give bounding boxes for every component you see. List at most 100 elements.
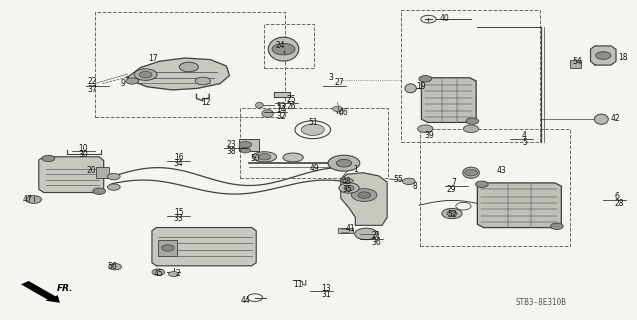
Text: FR.: FR.	[57, 284, 73, 292]
Text: 34: 34	[174, 159, 183, 168]
Bar	[96, 167, 109, 178]
Text: 32: 32	[276, 112, 285, 121]
Text: 15: 15	[174, 208, 183, 217]
Circle shape	[466, 118, 478, 124]
Text: 21: 21	[371, 231, 381, 240]
Text: 26: 26	[287, 102, 296, 111]
Text: 4: 4	[522, 131, 527, 140]
Text: 54: 54	[573, 57, 582, 66]
Text: 51: 51	[308, 118, 318, 127]
Circle shape	[93, 188, 106, 195]
Bar	[401, 10, 540, 141]
Text: 14: 14	[276, 105, 285, 114]
Polygon shape	[341, 173, 387, 225]
Text: 12: 12	[201, 98, 210, 107]
Circle shape	[195, 77, 210, 85]
Text: 46: 46	[339, 108, 348, 117]
Circle shape	[344, 186, 354, 191]
Circle shape	[240, 148, 250, 153]
Ellipse shape	[405, 84, 417, 93]
Text: 30: 30	[78, 150, 88, 159]
Polygon shape	[590, 46, 616, 65]
Circle shape	[301, 124, 324, 135]
Circle shape	[126, 78, 139, 84]
Circle shape	[475, 181, 488, 188]
Circle shape	[239, 141, 252, 148]
Ellipse shape	[255, 102, 263, 108]
Text: 19: 19	[417, 82, 426, 91]
Circle shape	[447, 211, 457, 216]
Ellipse shape	[252, 152, 276, 162]
Text: 37: 37	[87, 85, 97, 94]
Text: 8: 8	[413, 182, 417, 191]
Circle shape	[328, 155, 360, 171]
Text: 50: 50	[250, 154, 260, 163]
Circle shape	[162, 245, 174, 251]
Text: 35: 35	[343, 185, 352, 194]
Circle shape	[26, 196, 41, 203]
Ellipse shape	[463, 167, 479, 178]
Text: STB3-8E310B: STB3-8E310B	[515, 298, 566, 307]
Circle shape	[140, 71, 152, 78]
Circle shape	[336, 159, 352, 167]
Circle shape	[442, 208, 462, 219]
Text: 16: 16	[174, 153, 183, 162]
Circle shape	[109, 264, 122, 270]
Text: 31: 31	[322, 290, 331, 299]
Circle shape	[42, 155, 55, 162]
Polygon shape	[39, 157, 104, 193]
Text: 6: 6	[614, 192, 619, 201]
Text: 18: 18	[619, 53, 628, 62]
Circle shape	[418, 125, 433, 132]
Circle shape	[355, 228, 378, 240]
Text: 41: 41	[346, 224, 355, 233]
Text: 10: 10	[78, 144, 88, 153]
Circle shape	[169, 271, 178, 276]
Circle shape	[550, 223, 563, 229]
Text: 53: 53	[276, 102, 285, 111]
Text: 24: 24	[275, 41, 285, 51]
Text: 39: 39	[424, 131, 434, 140]
Ellipse shape	[268, 37, 299, 61]
Text: 27: 27	[334, 78, 344, 87]
Text: 33: 33	[174, 214, 183, 223]
Text: 56: 56	[107, 262, 117, 271]
Bar	[95, 12, 285, 117]
Text: 29: 29	[447, 185, 457, 194]
Text: 48: 48	[341, 177, 351, 186]
Bar	[264, 24, 314, 68]
Circle shape	[134, 69, 157, 80]
Circle shape	[152, 269, 165, 275]
Bar	[240, 108, 388, 179]
Text: 36: 36	[371, 238, 381, 247]
Text: 17: 17	[148, 53, 159, 62]
Bar	[338, 228, 354, 233]
Text: 43: 43	[496, 166, 506, 175]
Circle shape	[108, 173, 120, 180]
Text: 2: 2	[175, 268, 180, 278]
Text: 11: 11	[293, 280, 303, 289]
Polygon shape	[422, 78, 476, 123]
Polygon shape	[152, 228, 256, 266]
Circle shape	[464, 125, 478, 132]
Circle shape	[419, 76, 432, 82]
Text: 28: 28	[614, 199, 624, 208]
Bar	[569, 60, 581, 68]
Ellipse shape	[341, 179, 354, 183]
Circle shape	[258, 154, 271, 160]
Polygon shape	[477, 183, 561, 228]
Bar	[239, 139, 259, 151]
Text: 49: 49	[309, 164, 319, 173]
Circle shape	[596, 52, 611, 59]
Ellipse shape	[262, 110, 273, 117]
Text: 7: 7	[452, 179, 457, 188]
Text: 3: 3	[328, 73, 333, 82]
Text: 9: 9	[120, 79, 125, 88]
Circle shape	[358, 192, 371, 198]
FancyArrow shape	[21, 281, 60, 303]
Text: 38: 38	[226, 147, 236, 156]
Circle shape	[352, 189, 377, 201]
Ellipse shape	[594, 114, 608, 124]
Text: 20: 20	[87, 166, 96, 175]
Circle shape	[333, 107, 343, 112]
